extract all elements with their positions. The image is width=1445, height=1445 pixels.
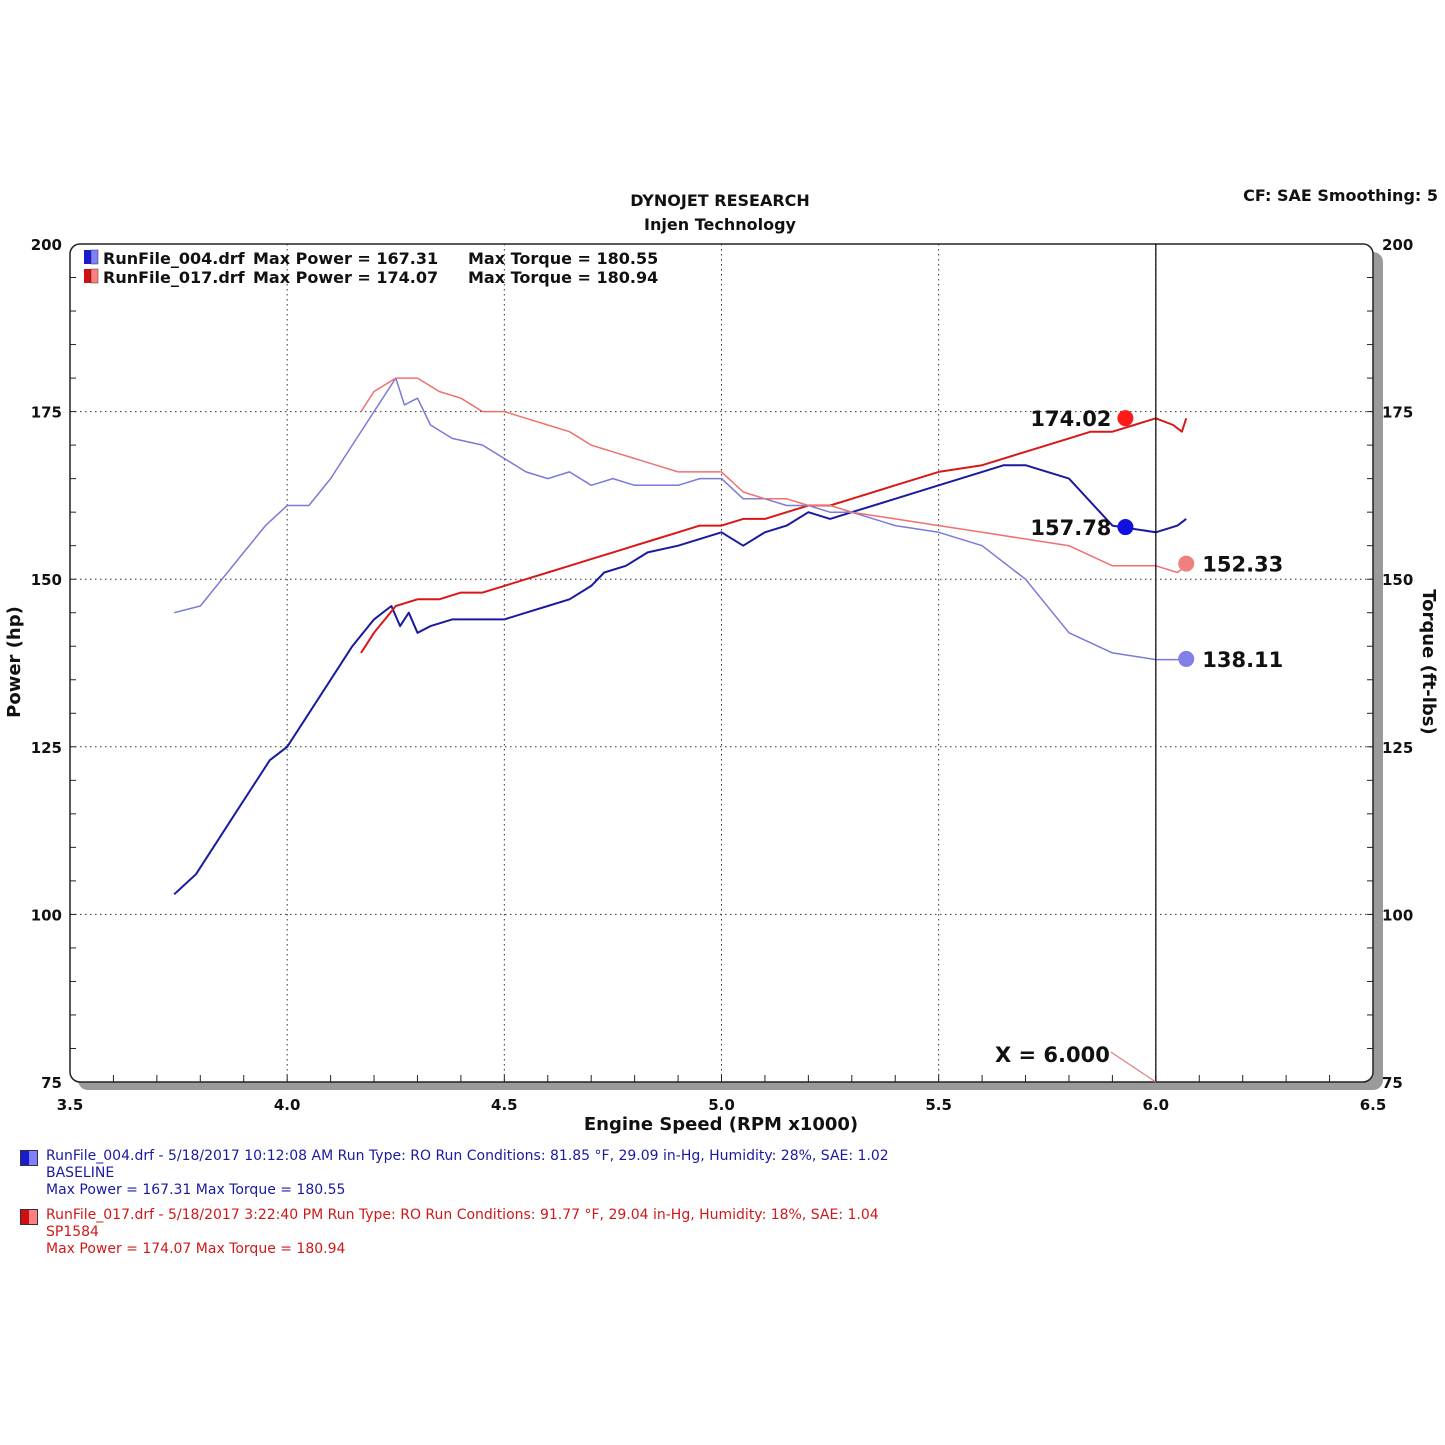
y-tick-label: 125 — [31, 739, 62, 757]
y2-tick-label: 125 — [1382, 739, 1413, 757]
legend-max-power: Max Power = 167.31 — [253, 249, 438, 268]
x-tick-label: 4.0 — [274, 1096, 301, 1114]
legend-swatch-light — [90, 268, 99, 284]
y2-tick-label: 75 — [1382, 1074, 1403, 1092]
run-swatch — [20, 1209, 38, 1225]
settings-label: CF: SAE Smoothing: 5 — [1243, 186, 1438, 205]
run-swatch — [20, 1150, 38, 1166]
x-tick-label: 3.5 — [57, 1096, 84, 1114]
chart-subtitle: Injen Technology — [644, 215, 796, 234]
marker-value-label: 174.02 — [1030, 407, 1111, 431]
legend-max-torque: Max Torque = 180.94 — [468, 268, 658, 287]
marker-value-label: 138.11 — [1202, 648, 1283, 672]
legend-swatch-dark — [84, 250, 91, 264]
y-tick-label: 200 — [31, 236, 62, 254]
legend-file-label: RunFile_017.drf — [103, 268, 246, 287]
y-tick-labels: 75 100 125 150 175 200 — [31, 236, 62, 1092]
series-line-torque-3 — [360, 377, 1187, 574]
run-details-name: BASELINE — [46, 1165, 115, 1181]
marker-layer: 174.02 157.78 152.33 138.11 — [1030, 407, 1283, 672]
y-tick-label: 150 — [31, 571, 62, 589]
y2-tick-label: 150 — [1382, 571, 1413, 589]
chart-title: DYNOJET RESEARCH — [630, 191, 810, 210]
run-details-max: Max Power = 174.07 Max Torque = 180.94 — [46, 1241, 346, 1257]
marker-dot — [1178, 555, 1195, 572]
y2-tick-labels: 75 100 125 150 175 200 — [1382, 236, 1413, 1092]
marker-dot — [1117, 519, 1134, 536]
y2-axis-label: Torque (ft-lbs) — [1418, 589, 1439, 734]
x-axis-label: Engine Speed (RPM x1000) — [584, 1114, 858, 1135]
y-tick-label: 175 — [31, 404, 62, 422]
legend-entry-run-017[interactable]: RunFile_017.drf Max Power = 174.07 Max T… — [84, 268, 658, 287]
cursor-pointer-line — [1110, 1051, 1157, 1083]
run-details-name: SP1584 — [46, 1224, 99, 1240]
series-line-torque-2 — [174, 377, 1187, 661]
run-details: RunFile_004.drf - 5/18/2017 10:12:08 AM … — [20, 1148, 1020, 1266]
series-line-power-0 — [173, 464, 1187, 896]
legend-entry-run-004[interactable]: RunFile_004.drf Max Power = 167.31 Max T… — [84, 249, 658, 268]
marker-value-label: 152.33 — [1202, 553, 1283, 577]
legend-swatch-light — [90, 249, 99, 265]
series-layer — [173, 377, 1188, 896]
y-tick-label: 75 — [41, 1074, 62, 1092]
x-tick-label: 5.0 — [708, 1096, 735, 1114]
legend-file-label: RunFile_004.drf — [103, 249, 246, 268]
marker-value-label: 157.78 — [1030, 516, 1111, 540]
x-tick-label: 4.5 — [491, 1096, 518, 1114]
legend: RunFile_004.drf Max Power = 167.31 Max T… — [84, 249, 658, 287]
y2-tick-label: 200 — [1382, 236, 1413, 254]
y2-tick-label: 175 — [1382, 404, 1413, 422]
x-tick-label: 6.5 — [1360, 1096, 1387, 1114]
legend-max-torque: Max Torque = 180.55 — [468, 249, 658, 268]
x-tick-label: 6.0 — [1143, 1096, 1170, 1114]
run-details-line: RunFile_004.drf - 5/18/2017 10:12:08 AM … — [46, 1148, 889, 1164]
run-details-017: RunFile_017.drf - 5/18/2017 3:22:40 PM R… — [20, 1207, 1020, 1258]
y-axis-label: Power (hp) — [4, 606, 25, 718]
x-tick-label: 5.5 — [925, 1096, 952, 1114]
run-details-004: RunFile_004.drf - 5/18/2017 10:12:08 AM … — [20, 1148, 1020, 1199]
minor-ticks — [70, 277, 1373, 1082]
x-tick-labels: 3.5 4.0 4.5 5.0 5.5 6.0 6.5 — [57, 1096, 1387, 1114]
marker-dot — [1117, 410, 1134, 427]
run-details-line: RunFile_017.drf - 5/18/2017 3:22:40 PM R… — [46, 1207, 879, 1223]
legend-swatch-dark — [84, 269, 91, 283]
run-details-max: Max Power = 167.31 Max Torque = 180.55 — [46, 1182, 346, 1198]
y2-tick-label: 100 — [1382, 906, 1413, 924]
marker-dot — [1178, 650, 1195, 667]
cursor-label: X = 6.000 — [995, 1043, 1110, 1067]
y-tick-label: 100 — [31, 906, 62, 924]
series-line-power-1 — [360, 417, 1188, 654]
legend-max-power: Max Power = 174.07 — [253, 268, 438, 287]
